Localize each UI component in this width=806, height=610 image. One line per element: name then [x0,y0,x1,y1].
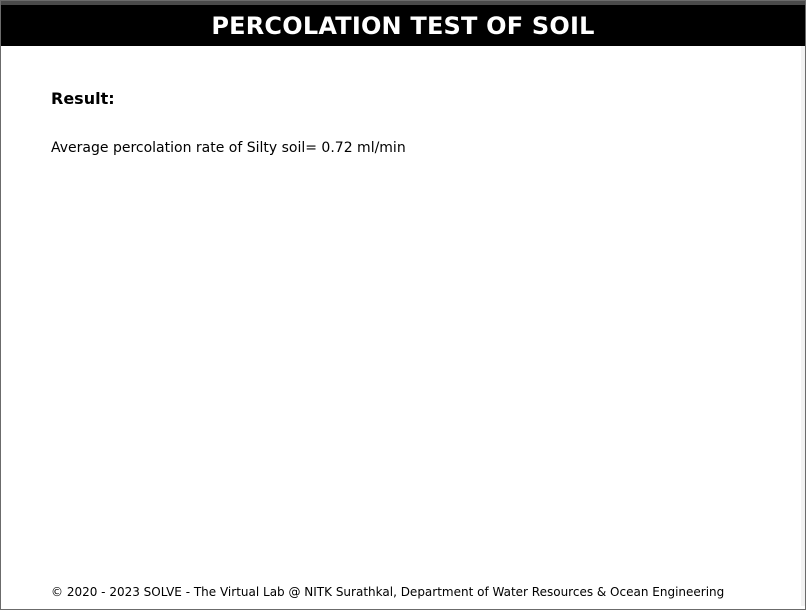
result-heading: Result: [51,89,115,108]
result-text: Average percolation rate of Silty soil= … [51,140,406,156]
scrollbar[interactable] [801,46,805,606]
footer-copyright: © 2020 - 2023 SOLVE - The Virtual Lab @ … [51,585,725,599]
page-header: PERCOLATION TEST OF SOIL [1,5,805,46]
window-top-strip [1,1,805,5]
page-title: PERCOLATION TEST OF SOIL [211,11,595,40]
